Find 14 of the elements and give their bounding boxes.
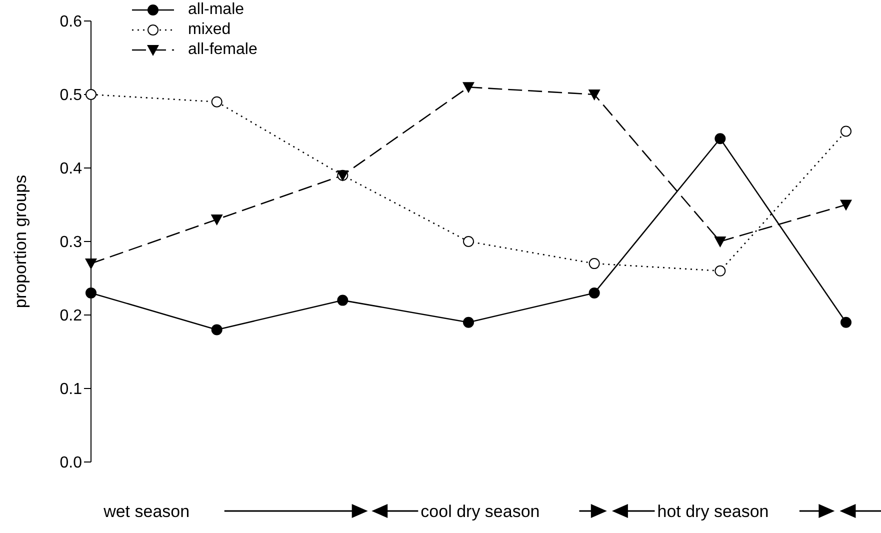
legend-label: mixed [188, 21, 231, 39]
legend-label: all-male [188, 1, 244, 19]
y-tick-label: 0.0 [60, 454, 82, 472]
y-tick-label: 0.1 [60, 381, 82, 398]
y-tick-label: 0.5 [60, 87, 82, 104]
y-tick-label: 0.2 [60, 308, 82, 325]
y-axis-title: proportion groups [11, 174, 30, 308]
text: cool dry season [420, 502, 540, 521]
text: wet season [102, 502, 190, 521]
text: hot dry season [657, 502, 769, 521]
y-tick-label: 0.6 [60, 14, 82, 31]
y-tick-label: 0.4 [60, 160, 82, 178]
legend-label: all-female [188, 41, 258, 59]
y-tick-label: 0.3 [60, 234, 82, 252]
